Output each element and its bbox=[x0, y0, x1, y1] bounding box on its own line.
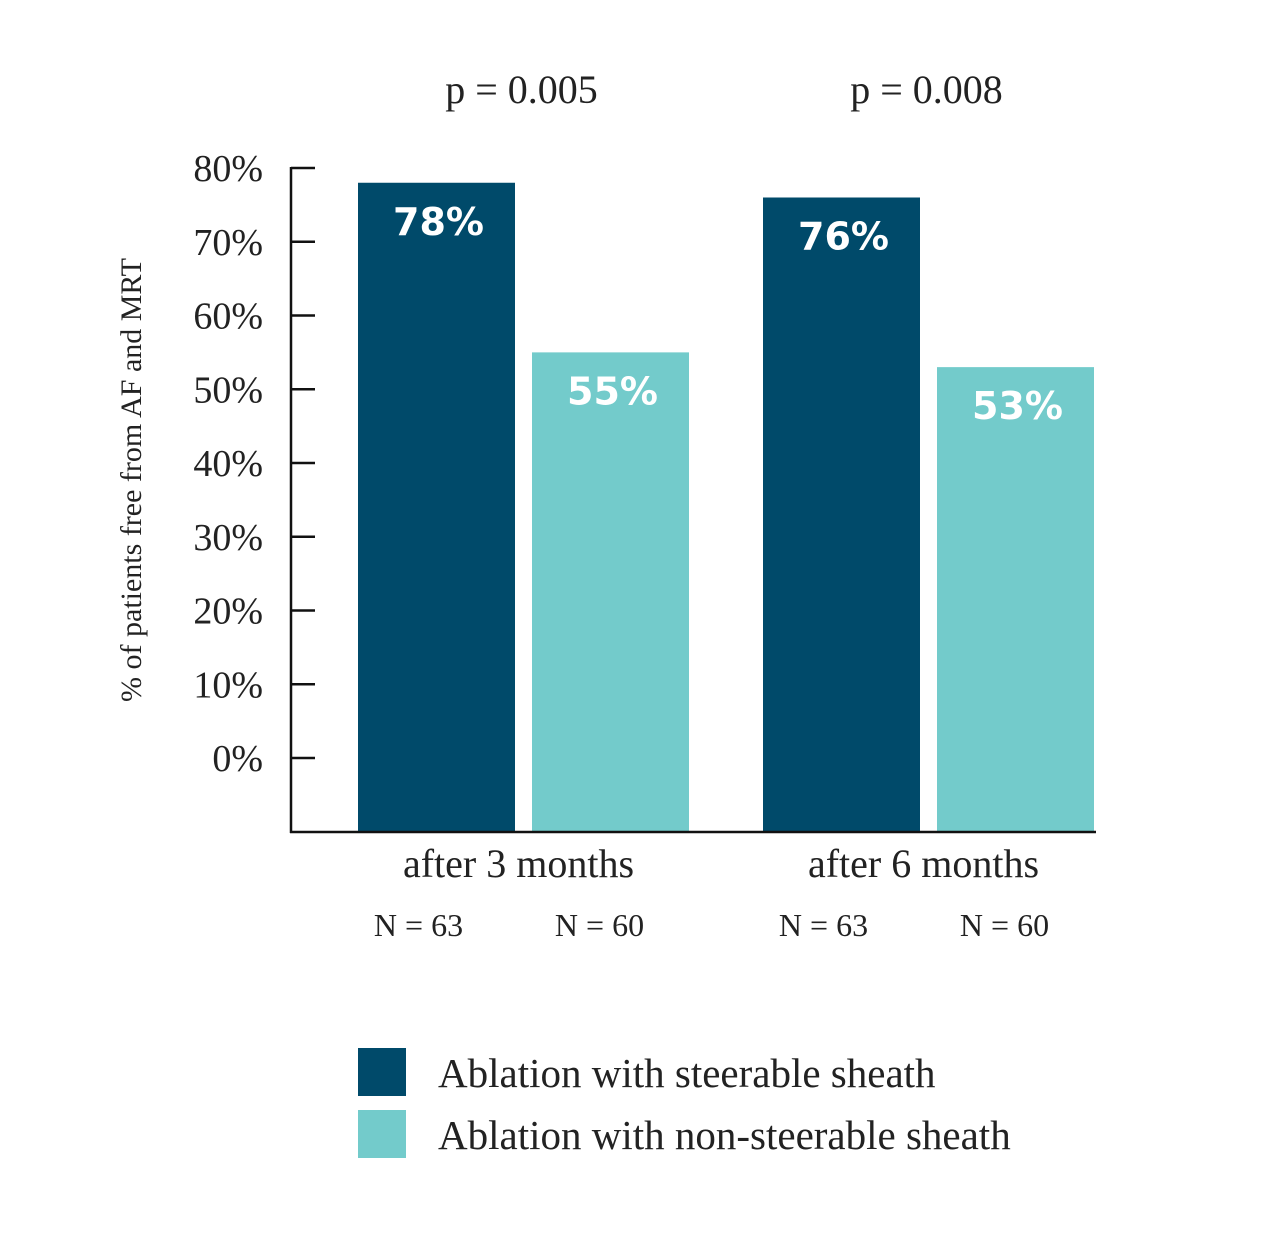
category-label: after 6 months bbox=[808, 841, 1039, 886]
legend-swatch bbox=[358, 1110, 406, 1158]
bars: 78% 55% 76% 53% bbox=[358, 182, 1094, 832]
bar-value-label: 76% bbox=[798, 215, 889, 259]
y-tick-label: 30% bbox=[193, 517, 263, 559]
n-label: N = 60 bbox=[555, 907, 644, 943]
y-tick-label: 40% bbox=[193, 443, 263, 485]
legend-label: Ablation with non-steerable sheath bbox=[438, 1112, 1011, 1158]
y-tick-label: 20% bbox=[193, 591, 263, 633]
bar bbox=[532, 352, 689, 832]
legend: Ablation with steerable sheath Ablation w… bbox=[358, 1048, 1011, 1158]
y-axis-title: % of patients free from AF and MRT bbox=[115, 258, 148, 702]
bar-value-label: 55% bbox=[567, 369, 658, 413]
y-tick-label: 60% bbox=[193, 296, 263, 338]
bar-value-label: 53% bbox=[972, 384, 1063, 428]
n-label: N = 63 bbox=[779, 907, 868, 943]
bar-value-label: 78% bbox=[393, 200, 484, 244]
bar bbox=[358, 182, 515, 832]
y-tick-label: 50% bbox=[193, 369, 263, 411]
p-value-label: p = 0.008 bbox=[850, 67, 1003, 112]
y-tick-label: 80% bbox=[193, 148, 263, 190]
bar bbox=[937, 367, 1094, 832]
n-label: N = 60 bbox=[960, 907, 1049, 943]
category-label: after 3 months bbox=[403, 841, 634, 886]
legend-label: Ablation with steerable sheath bbox=[438, 1050, 936, 1096]
n-label: N = 63 bbox=[374, 907, 463, 943]
y-tick-label: 10% bbox=[193, 664, 263, 706]
y-tick-label: 0% bbox=[212, 738, 263, 780]
x-axis: N = 63 N = 60 after 3 months p = 0.005 N = 6… bbox=[290, 67, 1096, 943]
bar bbox=[763, 197, 920, 832]
y-axis: 0% 10% 20% 30% 40% 50% 60% 70% 80% % of patients … bbox=[115, 148, 315, 833]
y-tick-label: 70% bbox=[193, 222, 263, 264]
p-value-label: p = 0.005 bbox=[445, 67, 598, 112]
legend-swatch bbox=[358, 1048, 406, 1096]
